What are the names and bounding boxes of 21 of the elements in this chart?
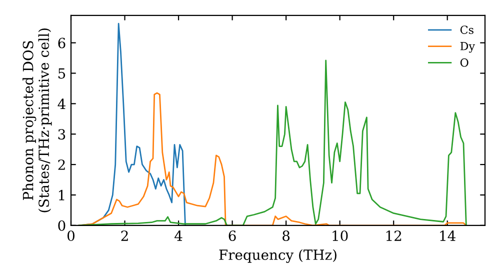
y-tick-label: 2 xyxy=(58,160,65,170)
x-axis-title: Frequency (THz) xyxy=(219,249,336,263)
x-tick-label: 14 xyxy=(440,230,456,241)
x-tick-label: 12 xyxy=(386,230,402,241)
y-tick-label: 4 xyxy=(58,98,66,109)
x-tick-label: 0 xyxy=(67,230,74,242)
x-tick-label: 2 xyxy=(121,230,128,241)
y-tick-label: 3 xyxy=(58,129,66,140)
line-series xyxy=(78,60,467,226)
x-tick-label: 4 xyxy=(174,230,182,241)
legend-label: Cs xyxy=(460,26,474,34)
legend-label: Dy xyxy=(460,42,475,53)
legend-label: O xyxy=(460,58,468,67)
y-axis-title: Phonon projected DOS (States/THz·primitive cell) xyxy=(22,28,52,212)
y-tick-label: 0 xyxy=(58,220,66,231)
x-tick-label: 8 xyxy=(282,230,290,242)
y-tick-label: 5 xyxy=(58,68,66,79)
x-tick-label: 10 xyxy=(332,230,348,242)
y-tick-label: 6 xyxy=(58,38,66,48)
y-tick-label: 1 xyxy=(58,190,64,200)
x-tick-label: 6 xyxy=(228,230,236,242)
